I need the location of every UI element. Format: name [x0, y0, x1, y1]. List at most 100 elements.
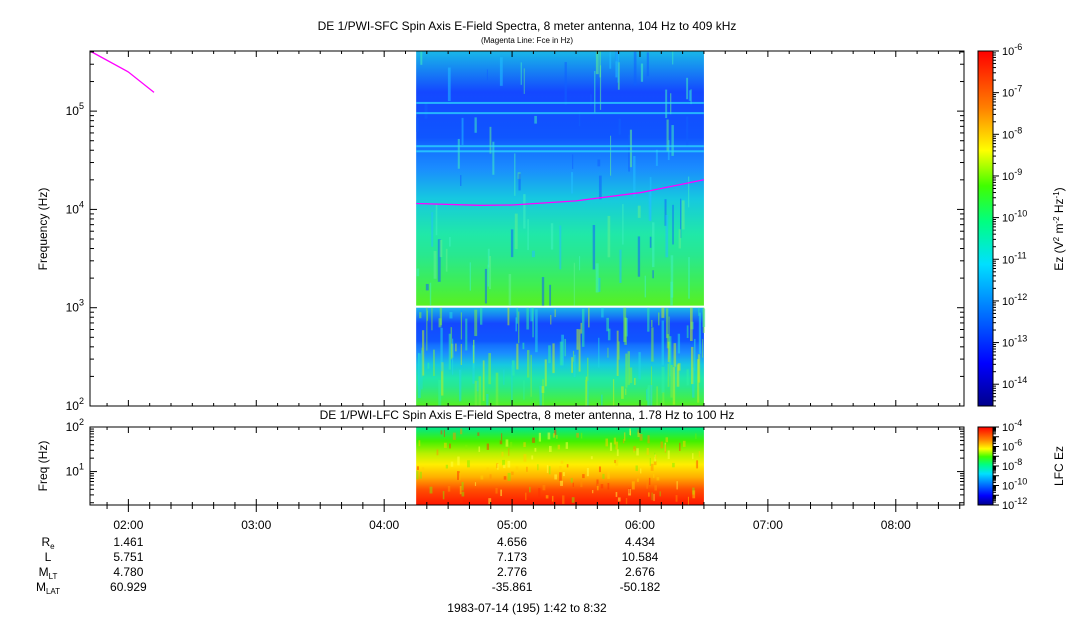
lfc-texture-streak — [607, 483, 610, 490]
sfc-texture-streak — [451, 338, 454, 375]
sfc-texture-streak — [607, 328, 611, 341]
sfc-texture-streak — [427, 362, 430, 369]
sfc-colorbar-tick-label: 10-11 — [1002, 250, 1027, 266]
ephemeris-value: 7.173 — [497, 550, 527, 564]
sfc-texture-streak — [433, 251, 437, 279]
lfc-texture-streak — [559, 466, 562, 474]
sfc-panel-frame — [89, 50, 965, 407]
sfc-y-axis: 102 103 104 105 — [66, 51, 964, 413]
lfc-texture-streak — [538, 488, 541, 497]
sfc-texture-streak — [426, 307, 428, 351]
sfc-texture-streak — [488, 353, 491, 385]
sfc-texture-streak — [601, 394, 603, 406]
sfc-texture-streak — [549, 284, 552, 306]
sfc-texture-streak — [686, 116, 689, 147]
sfc-texture-streak — [487, 264, 490, 287]
lfc-texture-streak — [461, 491, 465, 497]
sfc-texture-streak — [552, 343, 555, 374]
lfc-texture-streak — [488, 498, 492, 505]
lfc-texture-streak — [679, 442, 681, 451]
sfc-texture-streak — [530, 307, 533, 322]
sfc-texture-streak — [655, 149, 658, 166]
sfc-texture-streak — [523, 68, 525, 94]
lfc-texture-streak — [659, 491, 661, 497]
lfc-colorbar-axis: 10-4 10-6 10-8 10-10 10-12 — [993, 418, 1027, 512]
sfc-texture-streak — [559, 225, 562, 270]
sfc-spectrogram-data — [416, 51, 706, 406]
lfc-texture-streak — [449, 443, 451, 449]
sfc-texture-streak — [633, 156, 636, 197]
lfc-texture-streak — [629, 428, 631, 436]
lfc-texture-streak — [511, 471, 514, 476]
sfc-texture-streak — [495, 372, 499, 406]
ephemeris-row-label: MLT — [39, 565, 58, 581]
sfc-y-tick-label: 105 — [66, 101, 84, 118]
sfc-y-tick-label: 104 — [66, 199, 84, 216]
lfc-texture-streak — [617, 497, 621, 502]
lfc-texture-streak — [570, 477, 573, 483]
sfc-texture-streak — [511, 365, 513, 406]
sfc-texture-streak — [622, 204, 624, 245]
sfc-texture-streak — [670, 255, 674, 298]
sfc-texture-streak — [559, 341, 563, 366]
lfc-texture-streak — [664, 444, 667, 453]
lfc-texture-streak — [545, 495, 549, 499]
sfc-texture-streak — [633, 51, 637, 86]
sfc-texture-streak — [676, 364, 680, 387]
sfc-texture-streak — [616, 330, 619, 377]
fce-line — [89, 50, 705, 206]
lfc-texture-streak — [628, 488, 631, 494]
sfc-texture-streak — [449, 237, 451, 247]
sfc-emission-line — [416, 112, 704, 115]
time-axis: 02:00 03:00 04:00 05:00 06:00 07:00 08:00 — [90, 51, 964, 532]
sfc-texture-streak — [650, 384, 653, 406]
lfc-colorbar-tick-label: 10-4 — [1002, 418, 1022, 434]
lfc-texture-streak — [523, 454, 527, 462]
time-axis-tick-label: 06:00 — [625, 518, 655, 532]
lfc-colorbar-tick-label: 10-10 — [1002, 477, 1027, 493]
sfc-texture-streak — [503, 369, 505, 385]
lfc-texture-streak — [500, 489, 503, 497]
lfc-texture-streak — [524, 492, 527, 501]
lfc-texture-streak — [510, 441, 513, 449]
sfc-texture-streak — [473, 339, 475, 364]
lfc-texture-streak — [436, 449, 439, 456]
sfc-texture-streak — [638, 352, 641, 380]
lfc-texture-streak — [576, 432, 579, 438]
lfc-texture-streak — [457, 471, 460, 480]
lfc-texture-streak — [636, 478, 639, 482]
lfc-texture-streak — [639, 433, 643, 441]
lfc-texture-streak — [636, 448, 639, 456]
time-axis-tick-label: 02:00 — [113, 518, 143, 532]
sfc-texture-streak — [429, 282, 432, 306]
sfc-texture-streak — [702, 307, 705, 333]
sfc-texture-streak — [534, 115, 537, 124]
sfc-texture-streak — [588, 307, 590, 328]
ephemeris-value: 4.434 — [625, 535, 655, 549]
sfc-colorbar — [977, 50, 994, 407]
sfc-colorbar-tick-label: 10-10 — [1002, 209, 1027, 225]
sfc-texture-streak — [651, 319, 653, 328]
sfc-texture-streak — [688, 176, 690, 208]
lfc-texture-streak — [586, 467, 589, 477]
sfc-texture-streak — [648, 191, 652, 221]
sfc-texture-streak — [489, 126, 492, 154]
lfc-texture-streak — [600, 484, 604, 489]
sfc-texture-streak — [612, 379, 615, 406]
sfc-texture-streak — [435, 204, 438, 236]
sfc-texture-streak — [474, 380, 478, 406]
lfc-texture-streak — [672, 462, 675, 468]
sfc-texture-streak — [431, 307, 433, 331]
sfc-texture-streak — [637, 205, 641, 218]
sfc-texture-streak — [698, 307, 700, 316]
lfc-texture-streak — [635, 465, 638, 472]
sfc-title: DE 1/PWI-SFC Spin Axis E-Field Spectra, … — [318, 19, 737, 33]
sfc-texture-streak — [576, 329, 579, 350]
lfc-texture-streak — [649, 457, 651, 466]
lfc-texture-streak — [416, 466, 419, 470]
lfc-texture-streak — [596, 483, 599, 491]
sfc-texture-streak — [526, 307, 529, 330]
sfc-texture-streak — [544, 359, 547, 387]
sfc-colorbar-tick-label: 10-7 — [1002, 84, 1022, 100]
sfc-texture-streak — [578, 256, 581, 271]
